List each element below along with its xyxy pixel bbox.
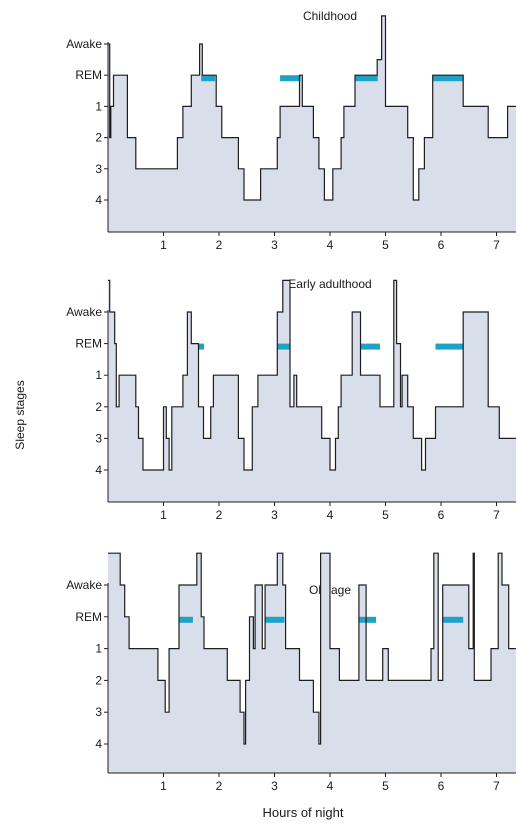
y-tick-label: 3	[95, 705, 102, 719]
y-tick-label: 2	[95, 131, 102, 145]
panel-title: Early adulthood	[288, 277, 371, 291]
y-tick-label: 4	[95, 463, 102, 477]
sleep-area	[108, 553, 516, 773]
y-tick-label: 1	[95, 642, 102, 656]
x-axis-label: Hours of night	[263, 805, 344, 820]
rem-bar-4	[432, 75, 464, 82]
rem-bar-2	[280, 75, 301, 82]
y-tick-label: 2	[95, 400, 102, 414]
y-tick-label: 4	[95, 193, 102, 207]
y-tick-label: 4	[95, 737, 102, 751]
y-tick-label: 3	[95, 431, 102, 445]
x-tick-label: 5	[382, 238, 389, 252]
rem-bar-2	[277, 343, 291, 350]
sleep-stage-line	[108, 15, 516, 201]
x-tick-label: 6	[438, 508, 445, 522]
x-tick-label: 7	[493, 779, 500, 793]
sleep-stage-line	[108, 279, 516, 471]
panel-2: Early adulthood Awake REM 1 2 3 4 1 2 3 4 5 6 7	[66, 277, 516, 522]
y-tick-label: REM	[75, 68, 102, 82]
x-tick-label: 4	[327, 779, 334, 793]
y-tick-label: 1	[95, 99, 102, 113]
x-tick-label: 6	[438, 779, 445, 793]
x-tick-label: 3	[271, 779, 278, 793]
x-tick-label: 1	[160, 238, 167, 252]
x-tick-label: 4	[327, 238, 334, 252]
rem-bar-4	[435, 343, 464, 350]
rem-bar-1	[198, 343, 205, 350]
x-tick-label: 6	[438, 238, 445, 252]
panel-1: Childhood Awake REM 1 2 3 4 1 2 3 4 5 6 7	[66, 9, 516, 252]
y-axis-label: Sleep stages	[13, 380, 27, 449]
rem-bar-1	[201, 75, 216, 82]
x-tick-label: 5	[382, 779, 389, 793]
x-tick-label: 4	[327, 508, 334, 522]
x-tick-label: 7	[493, 238, 500, 252]
sleep-stage-line	[108, 552, 516, 745]
x-tick-label: 3	[271, 508, 278, 522]
y-tick-label: Awake	[66, 578, 102, 592]
rem-bar-2	[265, 616, 285, 623]
panel-title: Childhood	[303, 9, 357, 23]
x-tick-label: 7	[493, 508, 500, 522]
y-tick-label: 2	[95, 673, 102, 687]
rem-bar-3	[360, 343, 380, 350]
y-tick-label: Awake	[66, 305, 102, 319]
rem-bar-1	[179, 616, 193, 623]
y-tick-label: REM	[75, 337, 102, 351]
y-tick-label: 3	[95, 162, 102, 176]
y-tick-label: REM	[75, 610, 102, 624]
x-tick-label: 5	[382, 508, 389, 522]
rem-bar-3	[358, 616, 377, 623]
x-tick-label: 1	[160, 779, 167, 793]
x-tick-label: 2	[216, 779, 223, 793]
y-tick-label: 1	[95, 368, 102, 382]
x-tick-label: 2	[216, 238, 223, 252]
rem-bar-3	[354, 75, 378, 82]
x-tick-label: 2	[216, 508, 223, 522]
y-tick-label: Awake	[66, 37, 102, 51]
x-tick-label: 3	[271, 238, 278, 252]
rem-bar-4	[442, 616, 464, 623]
sleep-area	[108, 15, 516, 233]
sleep-area	[108, 280, 516, 502]
panel-3: Old ageAwakeREM12341234567	[66, 552, 516, 793]
x-tick-label: 1	[160, 508, 167, 522]
